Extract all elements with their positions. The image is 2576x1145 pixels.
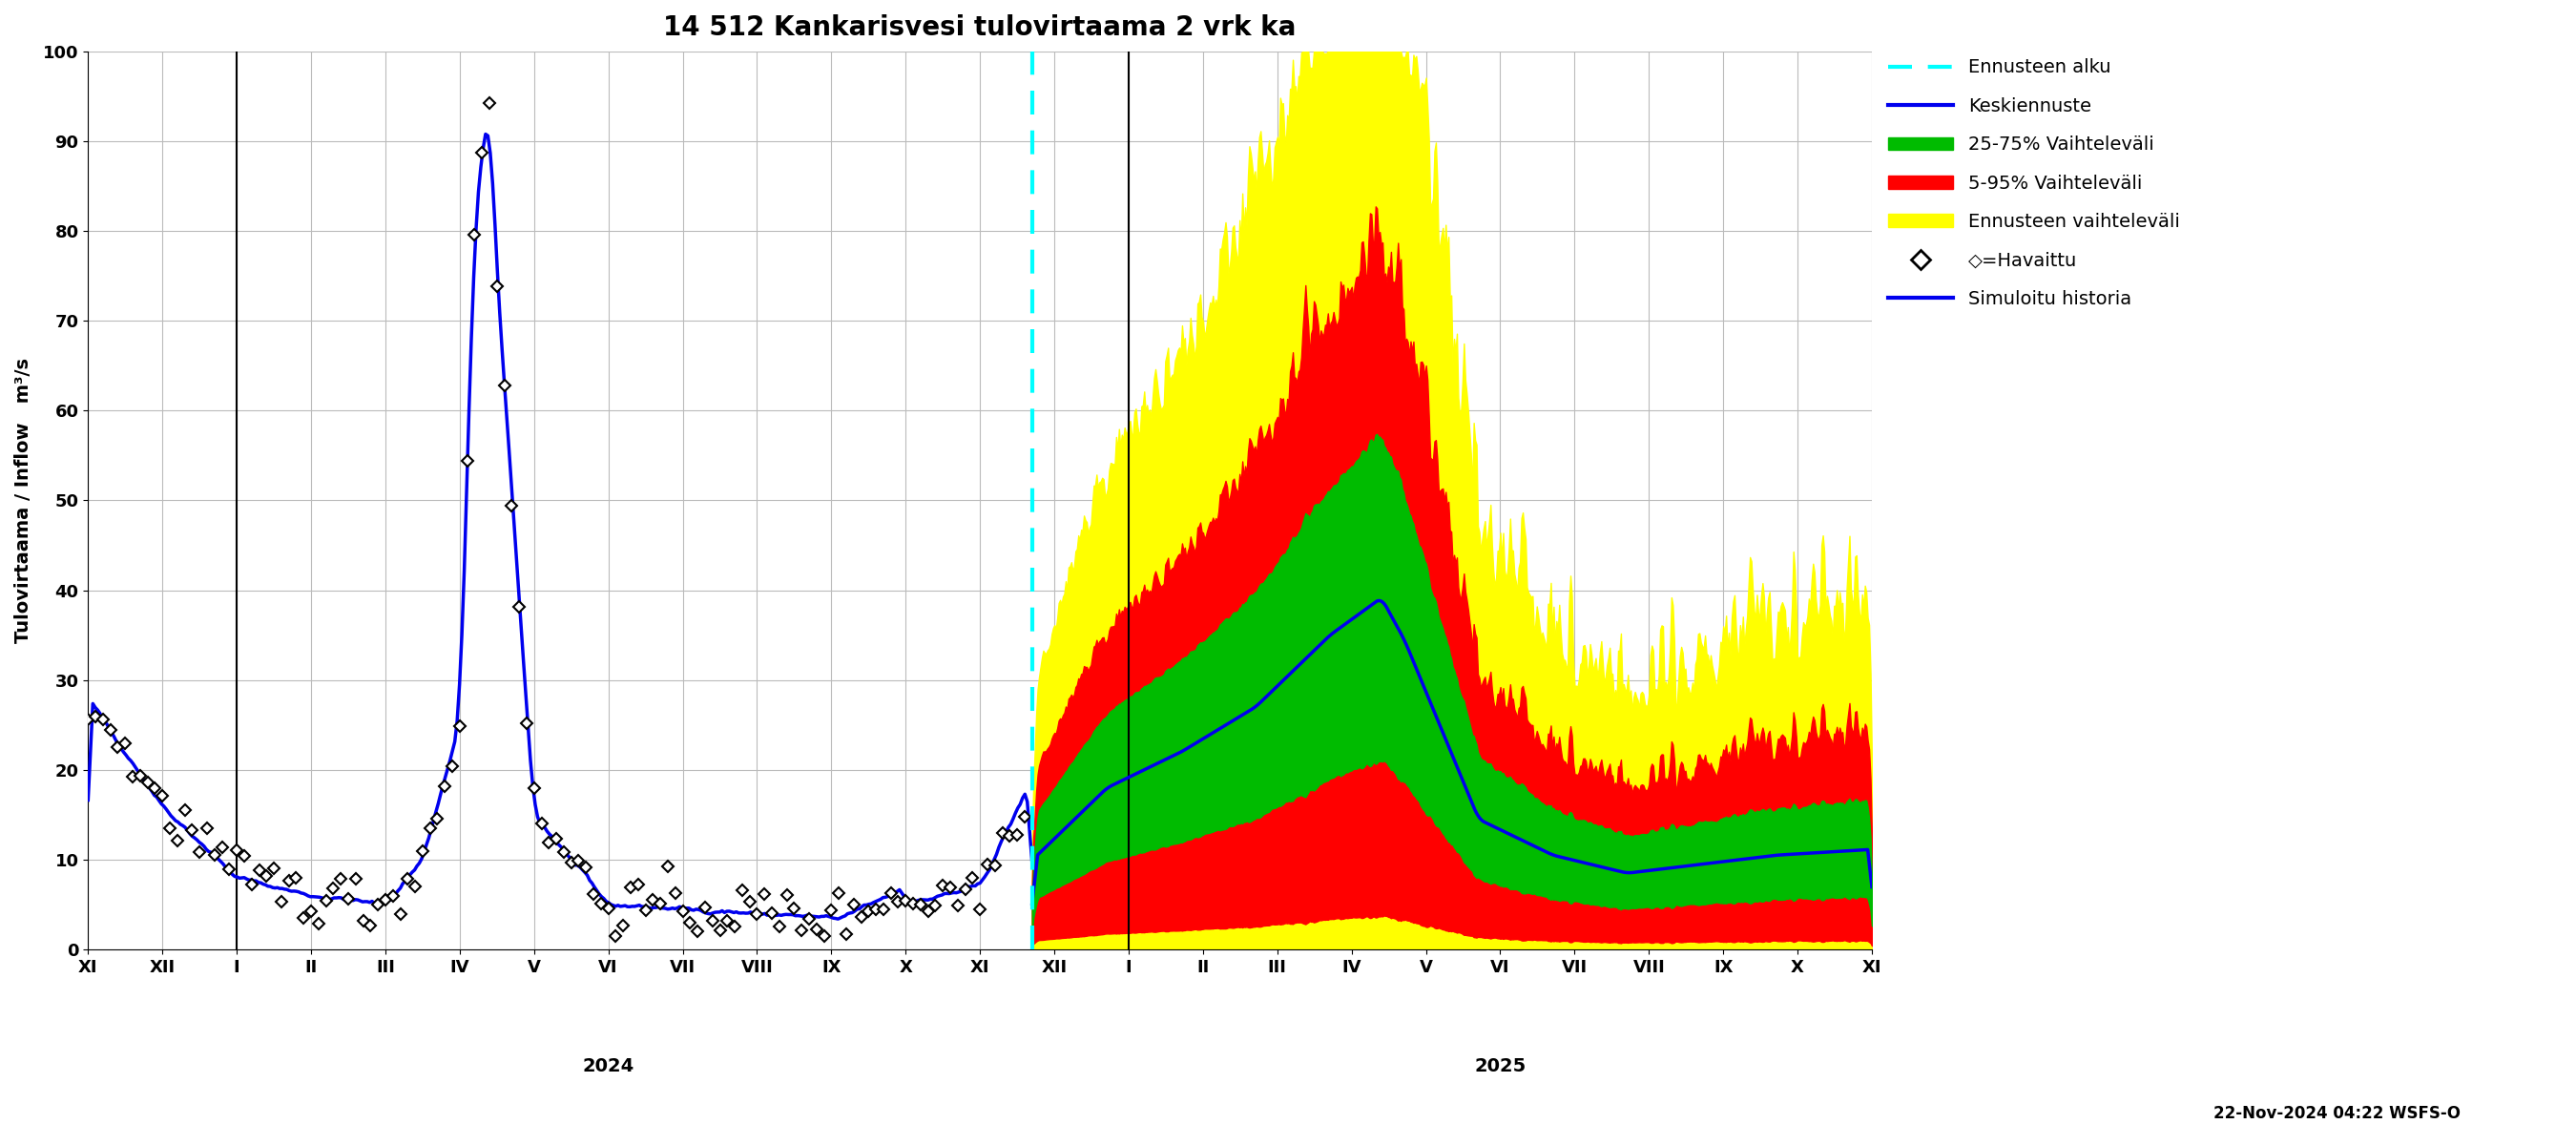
Title: 14 512 Kankarisvesi tulovirtaama 2 vrk ka: 14 512 Kankarisvesi tulovirtaama 2 vrk k… <box>665 14 1296 41</box>
Legend: Ennusteen alku, Keskiennuste, 25-75% Vaihteleväli, 5-95% Vaihteleväli, Ennusteen: Ennusteen alku, Keskiennuste, 25-75% Vai… <box>1880 52 2187 315</box>
Text: 22-Nov-2024 04:22 WSFS-O: 22-Nov-2024 04:22 WSFS-O <box>2213 1105 2460 1122</box>
Text: 2024: 2024 <box>582 1057 634 1075</box>
Text: 2025: 2025 <box>1473 1057 1525 1075</box>
Y-axis label: Tulovirtaama / Inflow   m³/s: Tulovirtaama / Inflow m³/s <box>15 357 33 643</box>
